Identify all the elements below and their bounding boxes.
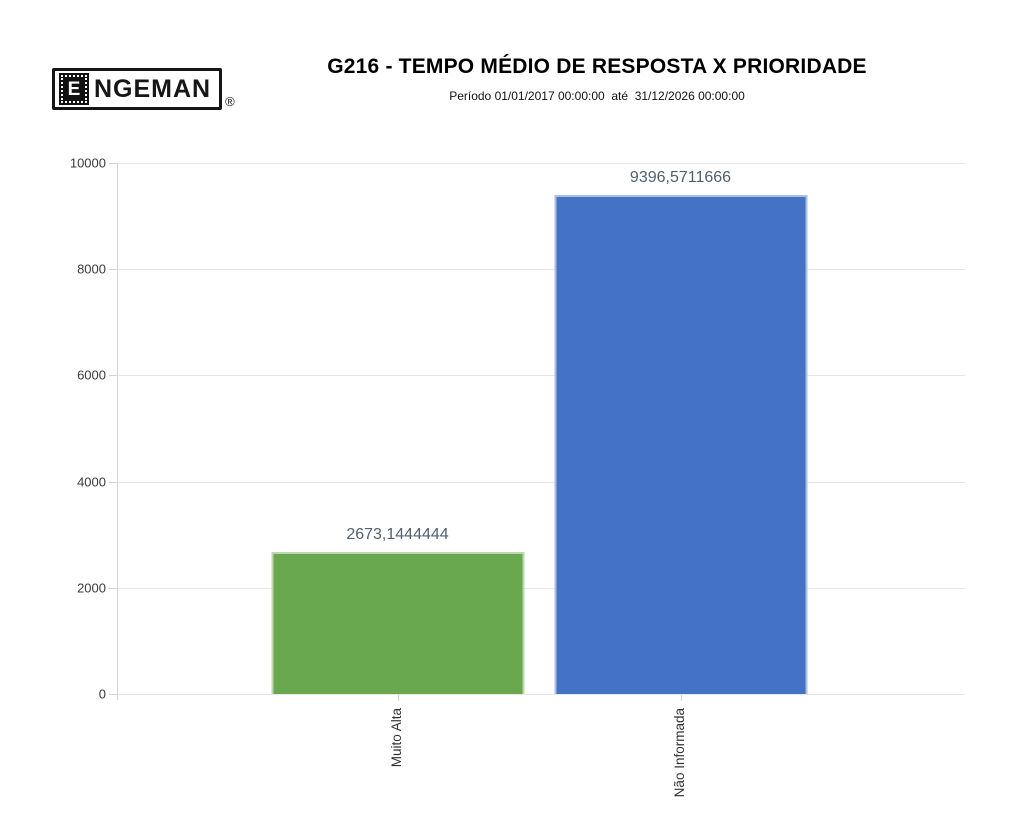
y-axis-label: 4000 — [77, 474, 106, 490]
bar-slot-nao-informada: 9396,5711666 Não Informada — [539, 163, 822, 797]
gridline-8000 — [117, 269, 965, 271]
bar-value-label-nao-informada: 9396,5711666 — [629, 169, 732, 187]
x-axis-tick — [397, 695, 399, 701]
y-axis-label: 2000 — [77, 580, 106, 596]
y-axis-line — [117, 163, 118, 700]
gridline-4000 — [117, 481, 965, 483]
bar-nao-informada: 9396,5711666 — [554, 169, 807, 694]
gridline-0-baseline — [117, 694, 965, 695]
category-label-muito-alta: Muito Alta — [388, 708, 404, 768]
y-axis-tick — [109, 269, 117, 271]
chart-title: G216 - TEMPO MÉDIO DE RESPOSTA X PRIORID… — [327, 55, 867, 78]
gridline-10000 — [117, 163, 965, 164]
category-label-nao-informada: Não Informada — [671, 708, 687, 798]
y-axis-tick — [109, 694, 117, 695]
registered-trademark-symbol: ® — [225, 94, 235, 109]
y-axis-tick — [109, 375, 117, 377]
engeman-logo-e-block: E — [59, 73, 89, 105]
plot-area: 10000 8000 6000 4000 2000 0 2673,1444444… — [70, 156, 965, 797]
y-axis-label: 8000 — [77, 261, 106, 277]
y-axis-label: 0 — [98, 686, 106, 702]
y-axis-tick — [109, 163, 117, 164]
x-axis-tick — [680, 695, 682, 701]
bar-muito-alta: 2673,1444444 — [271, 526, 524, 694]
bar-slot-muito-alta: 2673,1444444 Muito Alta — [256, 163, 539, 767]
y-axis-tick — [109, 587, 117, 589]
engeman-logo: E NGEMAN ® — [52, 68, 235, 110]
chart-period-subtitle: Período 01/01/2017 00:00:00 até 31/12/20… — [449, 89, 745, 103]
engeman-logo-e-letter: E — [61, 75, 87, 103]
bar-value-label-muito-alta: 2673,1444444 — [346, 526, 449, 544]
y-axis-label: 10000 — [69, 155, 106, 171]
engeman-logo-box: E NGEMAN — [52, 68, 223, 110]
engeman-logo-wordmark: NGEMAN — [94, 74, 212, 103]
y-axis-label: 6000 — [77, 367, 106, 383]
bars-container: 2673,1444444 Muito Alta 9396,5711666 Não… — [256, 163, 822, 797]
gridline-2000 — [117, 587, 965, 589]
gridline-6000 — [117, 375, 965, 377]
chart-header: G216 - TEMPO MÉDIO DE RESPOSTA X PRIORID… — [170, 55, 1024, 103]
y-axis-tick — [109, 481, 117, 483]
